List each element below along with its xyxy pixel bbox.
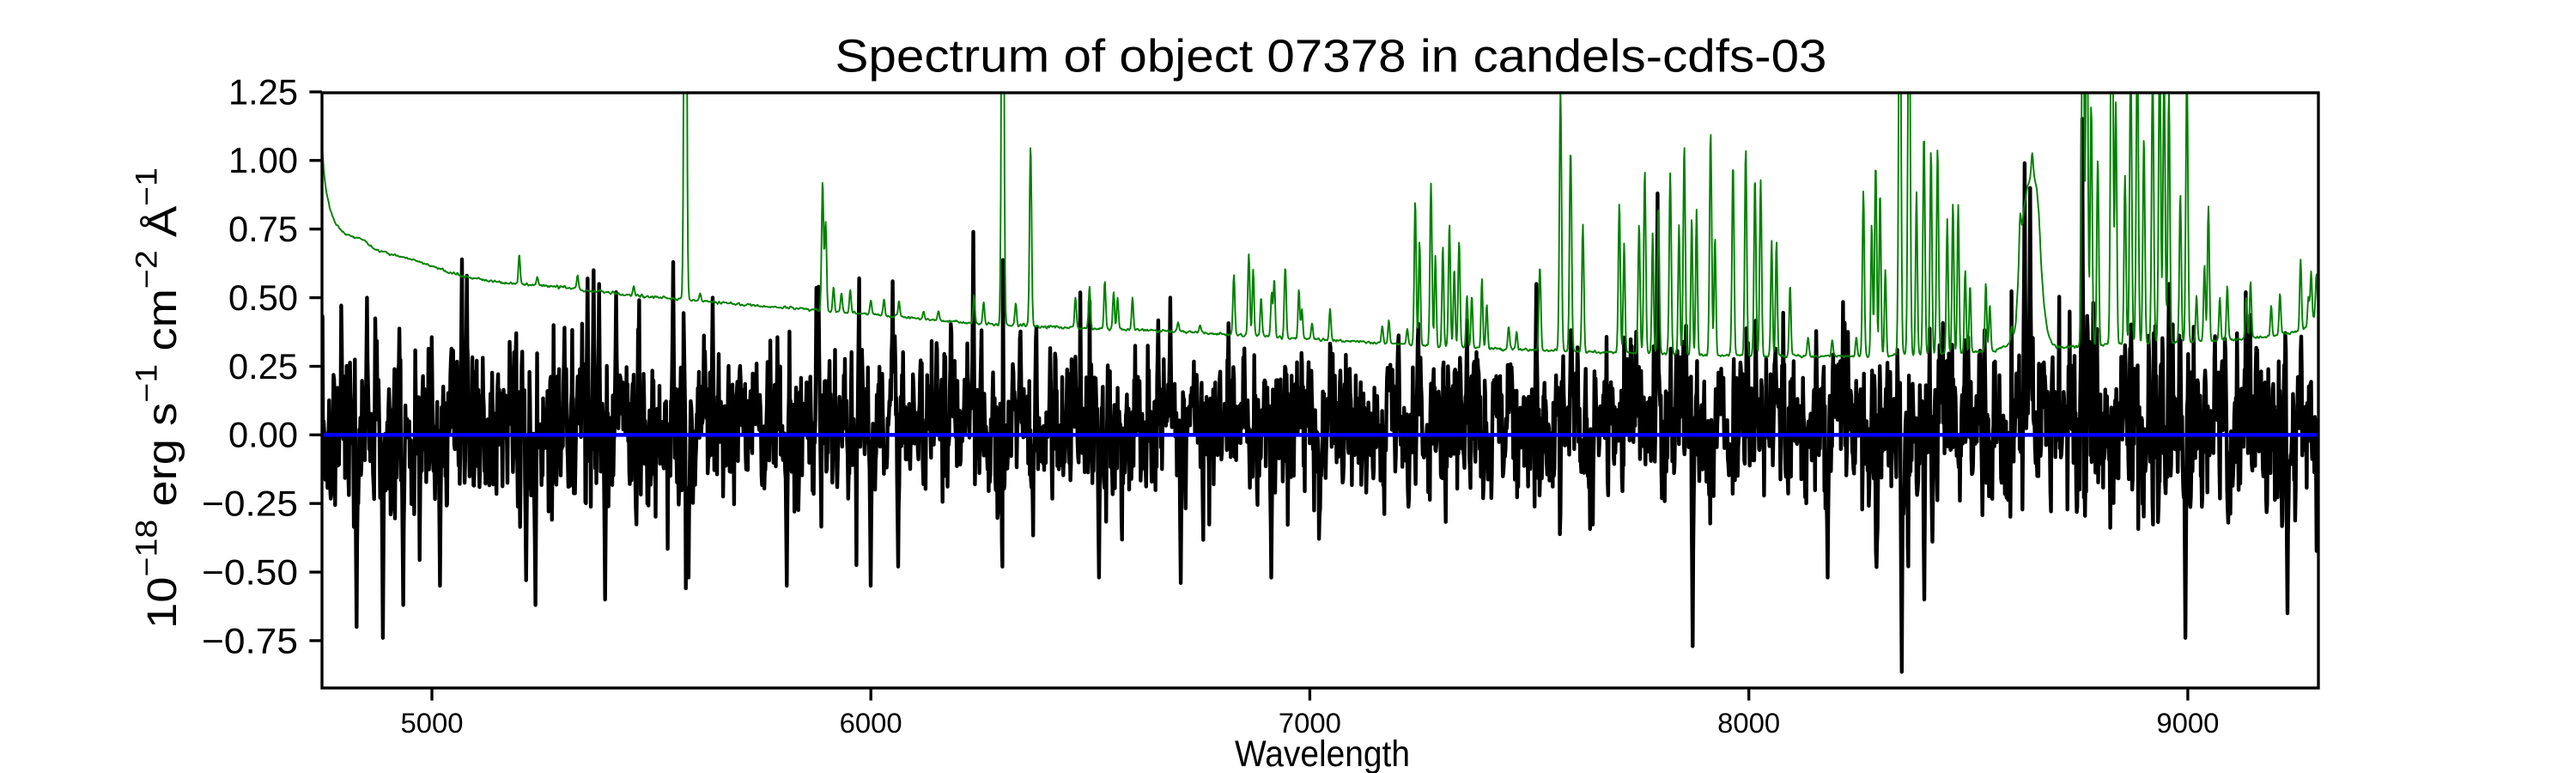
svg-text:6000: 6000 — [840, 708, 902, 739]
svg-text:0.00: 0.00 — [228, 416, 298, 455]
svg-text:Spectrum of object 07378 in ca: Spectrum of object 07378 in candels-cdfs… — [835, 31, 1827, 82]
svg-text:1.25: 1.25 — [228, 72, 298, 112]
svg-text:−0.75: −0.75 — [202, 621, 298, 660]
svg-text:Wavelength: Wavelength — [1235, 733, 1410, 773]
svg-text:7000: 7000 — [1279, 708, 1341, 739]
svg-text:8000: 8000 — [1717, 708, 1780, 739]
svg-text:5000: 5000 — [401, 708, 464, 739]
svg-text:−0.50: −0.50 — [202, 553, 298, 593]
svg-text:1.00: 1.00 — [228, 141, 298, 180]
svg-text:0.50: 0.50 — [228, 278, 298, 318]
svg-text:9000: 9000 — [2156, 708, 2219, 739]
svg-text:0.25: 0.25 — [228, 347, 298, 386]
svg-text:0.75: 0.75 — [228, 210, 298, 249]
svg-text:−0.25: −0.25 — [202, 484, 298, 524]
